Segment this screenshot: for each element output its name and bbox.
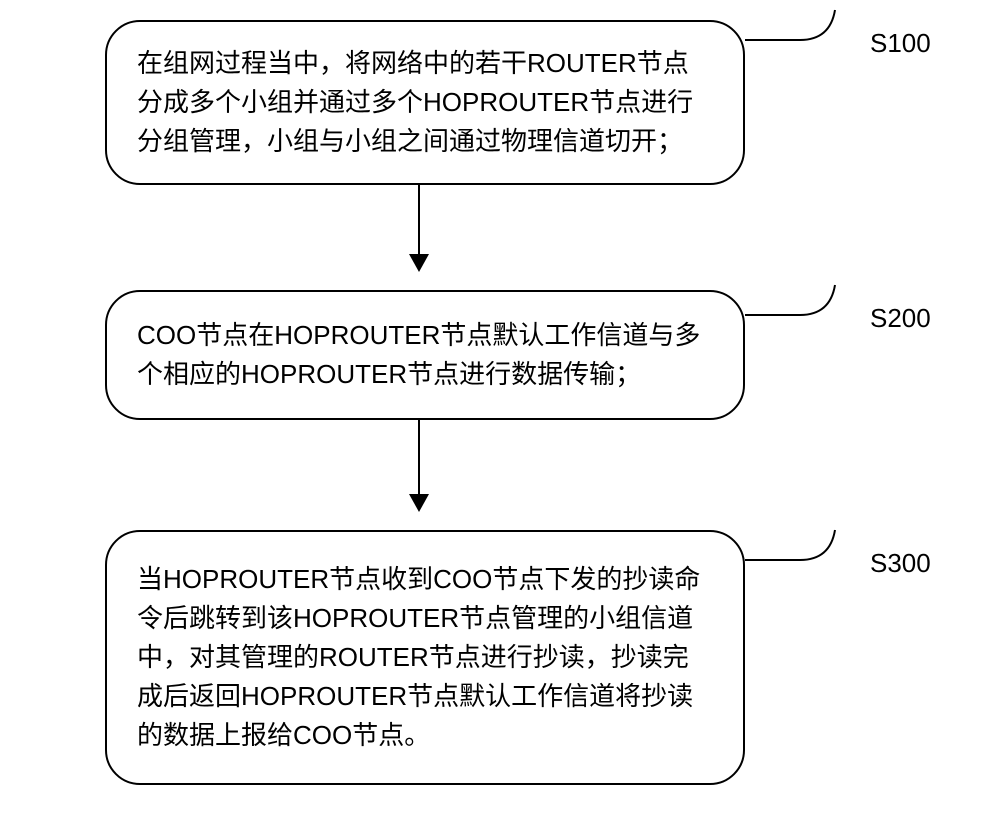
step-label-1: S100 [870,28,931,59]
flowchart-container: 在组网过程当中，将网络中的若干ROUTER节点分成多个小组并通过多个HOPROU… [0,0,1000,829]
step-label-2: S200 [870,303,931,334]
flowchart-arrow-1 [418,185,420,270]
label-connector-2 [745,275,875,355]
label-connector-1 [745,0,875,80]
flowchart-node-step1: 在组网过程当中，将网络中的若干ROUTER节点分成多个小组并通过多个HOPROU… [105,20,745,185]
flowchart-node-step2: COO节点在HOPROUTER节点默认工作信道与多个相应的HOPROUTER节点… [105,290,745,420]
flowchart-arrow-2 [418,420,420,510]
label-connector-3 [745,520,875,600]
node-text-step2: COO节点在HOPROUTER节点默认工作信道与多个相应的HOPROUTER节点… [137,316,713,394]
node-text-step3: 当HOPROUTER节点收到COO节点下发的抄读命令后跳转到该HOPROUTER… [137,560,713,755]
flowchart-node-step3: 当HOPROUTER节点收到COO节点下发的抄读命令后跳转到该HOPROUTER… [105,530,745,785]
step-label-3: S300 [870,548,931,579]
node-text-step1: 在组网过程当中，将网络中的若干ROUTER节点分成多个小组并通过多个HOPROU… [137,44,713,161]
